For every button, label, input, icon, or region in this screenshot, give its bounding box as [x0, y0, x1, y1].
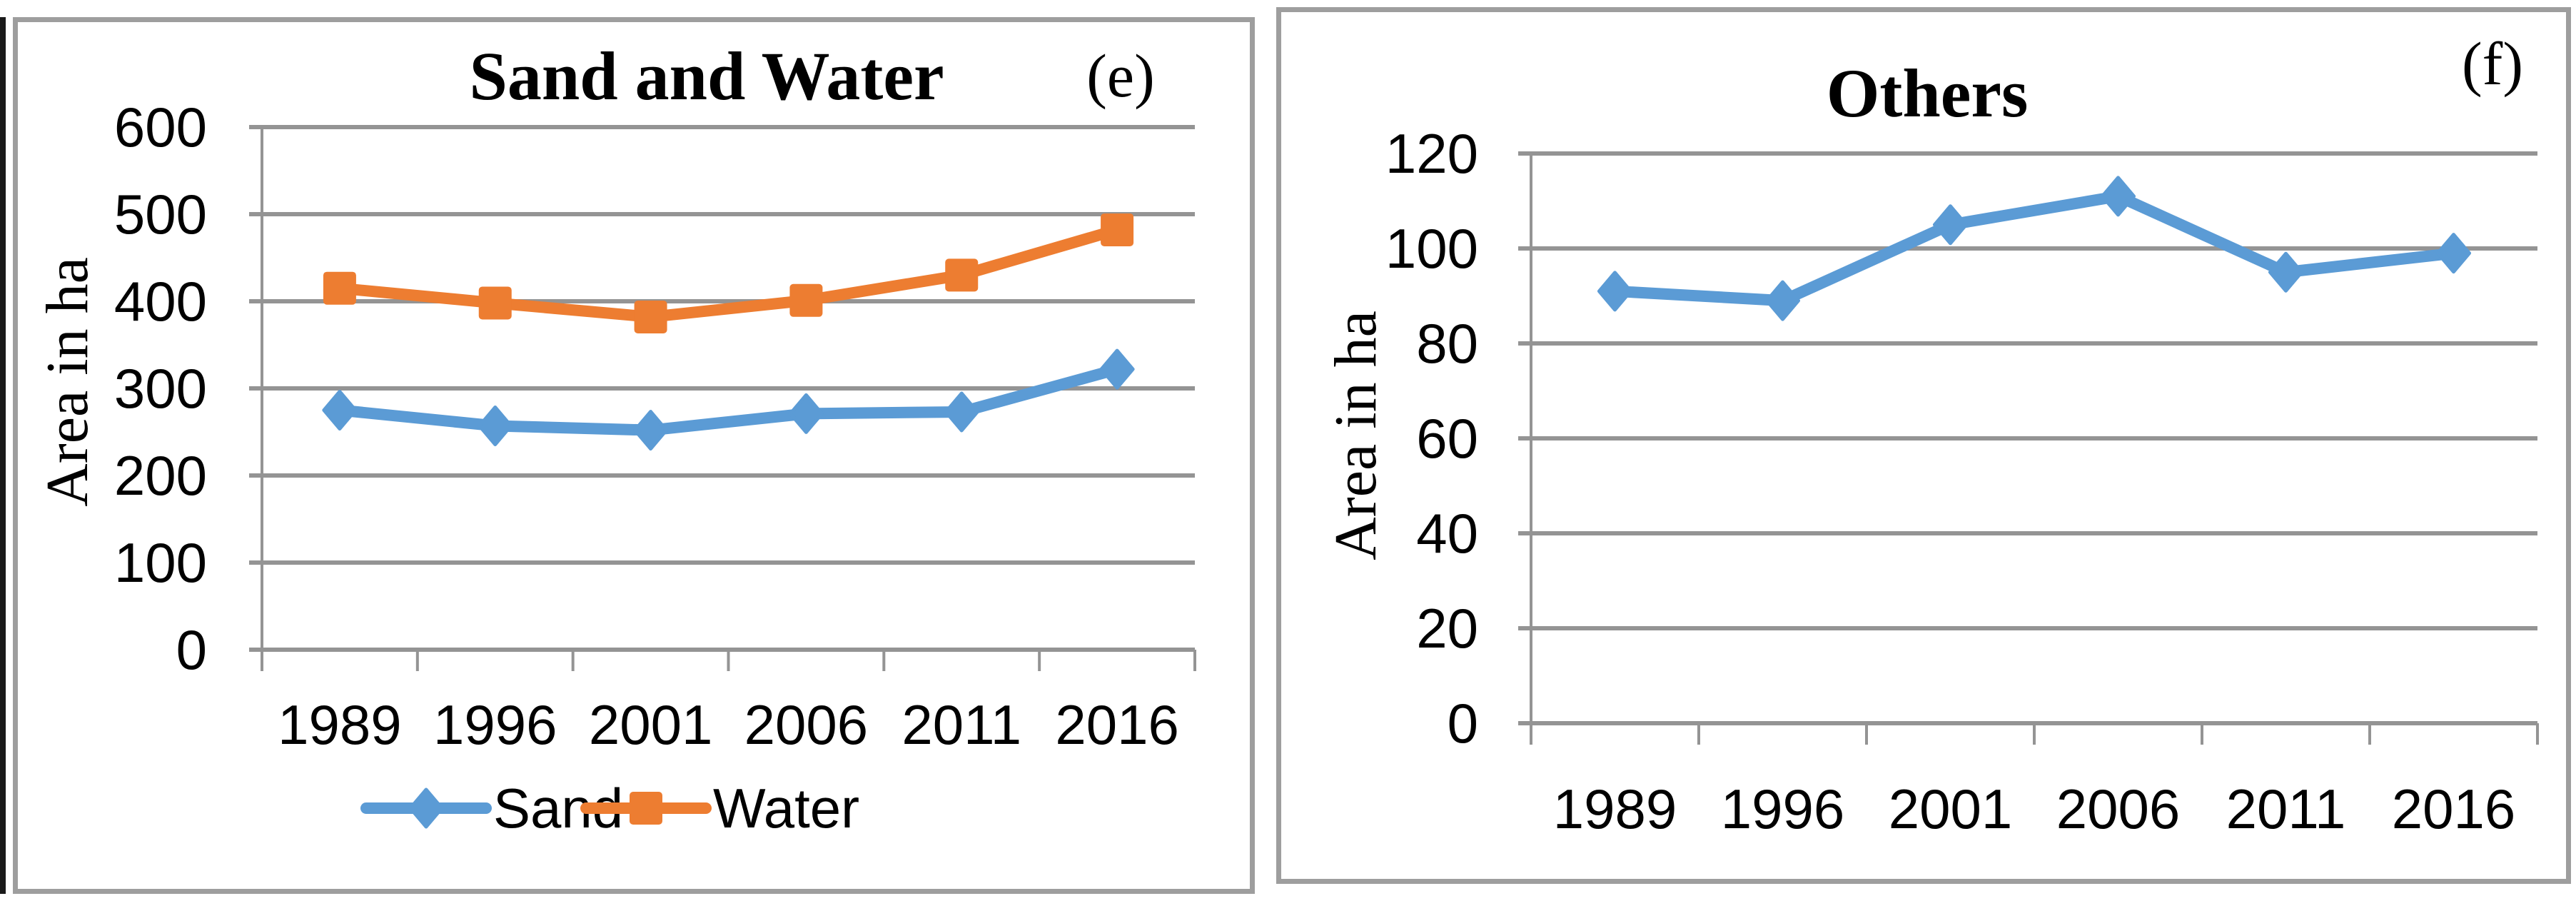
marker-sand-1996	[478, 405, 513, 446]
series-line-sand	[333, 363, 1123, 436]
marker-sand-2011	[944, 391, 979, 433]
legend: Sand Water	[360, 777, 859, 840]
chart-canvas-sand-and-water: 0 100 200 300 400 500 600 1989 1996 2001 2006 2011 2…	[114, 96, 1196, 840]
y-tick-label: 300	[114, 357, 207, 420]
marker-others-2011	[2268, 251, 2303, 293]
y-tick-label: 0	[1448, 692, 1478, 755]
y-tick-label: 500	[114, 183, 207, 246]
y-tick-label: 40	[1416, 502, 1478, 565]
legend-label: Water	[713, 777, 859, 840]
marker-sand-2016	[1099, 348, 1135, 390]
x-tick-label: 1989	[278, 693, 402, 756]
marker-water-1996	[478, 286, 512, 320]
x-tick-label: 2001	[589, 693, 713, 756]
marker-sand-1989	[322, 390, 358, 431]
y-tick-label: 600	[114, 96, 207, 158]
y-tick-label: 200	[114, 444, 207, 507]
x-tick-label: 2006	[744, 693, 869, 756]
y-tick-label: 20	[1416, 597, 1478, 660]
legend-swatch-marker-sand	[408, 787, 444, 829]
y-tick-label: 400	[114, 270, 207, 333]
y-tick-label: 0	[176, 618, 207, 681]
marker-others-1996	[1765, 280, 1800, 321]
panel-sand-and-water: Sand and Water (e) Area in ha 0 100 200 300…	[13, 17, 1255, 894]
left-crop-border	[0, 17, 6, 894]
legend-swatch-marker-water	[630, 792, 662, 825]
marker-water-2006	[789, 283, 823, 317]
y-tick-label: 100	[114, 531, 207, 594]
marker-sand-2006	[788, 393, 824, 434]
x-tick-label: 1989	[1553, 777, 1677, 840]
marker-water-2011	[945, 258, 979, 292]
y-tick-label: 60	[1416, 407, 1478, 470]
series-line-others	[1609, 190, 2460, 307]
chart-title: Others	[1826, 55, 2029, 131]
panel-others: Others (f) Area in ha 0 20 40 60 80 100 120 198…	[1276, 7, 2571, 884]
legend-item-water: Water	[580, 777, 859, 840]
x-tick-label: 2011	[2226, 777, 2346, 840]
x-tick-label: 2016	[1055, 693, 1179, 756]
x-tick-label: 2011	[901, 693, 1021, 756]
y-tick-label: 80	[1416, 312, 1478, 375]
marker-others-2001	[1933, 204, 1968, 246]
series-line-water	[333, 223, 1123, 323]
marker-water-2016	[1101, 213, 1134, 246]
x-tick-label: 2001	[1889, 777, 2013, 840]
y-tick-label: 100	[1385, 217, 1478, 280]
x-tick-label: 1996	[433, 693, 557, 756]
panel-label: (e)	[1086, 41, 1155, 110]
marker-water-2001	[634, 300, 667, 333]
marker-others-2016	[2436, 233, 2471, 274]
y-tick-label: 120	[1385, 122, 1478, 185]
x-tick-label: 2016	[2392, 777, 2516, 840]
x-tick-label: 1996	[1721, 777, 1845, 840]
marker-sand-2001	[633, 410, 669, 451]
x-tick-label: 2006	[2056, 777, 2181, 840]
chart-title: Sand and Water	[469, 38, 944, 114]
marker-water-1989	[323, 271, 356, 305]
panel-label: (f)	[2462, 29, 2523, 98]
marker-others-2006	[2101, 176, 2136, 217]
marker-others-1989	[1597, 271, 1632, 312]
chart-canvas-others: 0 20 40 60 80 100 120 1989 1996 2001 2006 2011 2016	[1385, 122, 2539, 840]
